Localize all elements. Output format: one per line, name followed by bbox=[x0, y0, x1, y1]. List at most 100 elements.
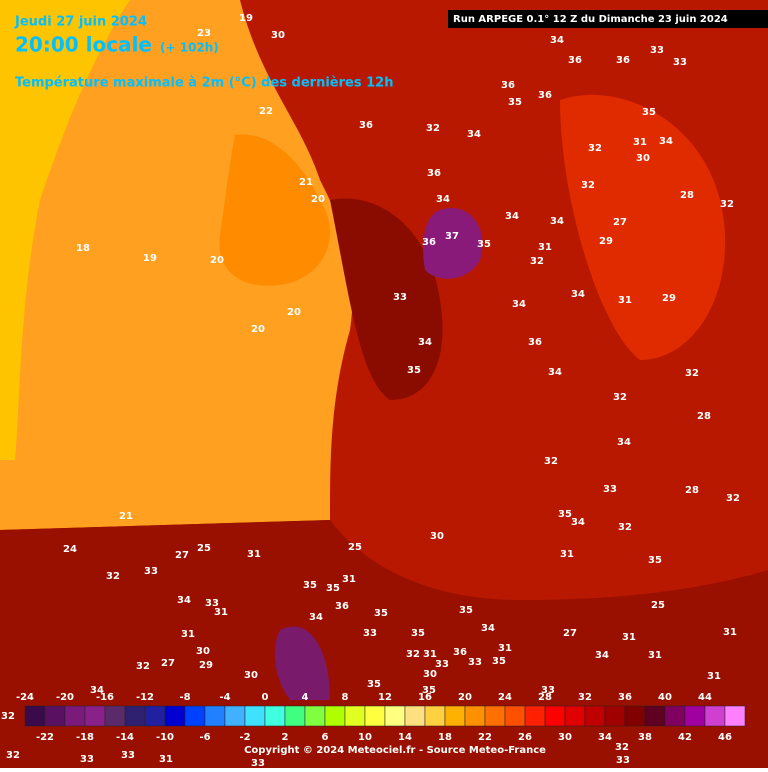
scale-swatch bbox=[64, 705, 86, 727]
temperature-label: 32 bbox=[726, 493, 740, 504]
temperature-label: 30 bbox=[423, 669, 437, 680]
scale-swatch bbox=[704, 705, 726, 727]
temperature-label: 32 bbox=[6, 750, 20, 761]
scale-swatch bbox=[644, 705, 666, 727]
scale-swatch bbox=[304, 705, 326, 727]
temperature-label: 35 bbox=[648, 555, 662, 566]
scale-label: 4 bbox=[302, 692, 309, 703]
temperature-label: 32 bbox=[615, 742, 629, 753]
scale-label: 28 bbox=[538, 692, 552, 703]
temperature-label: 34 bbox=[418, 337, 432, 348]
temperature-label: 35 bbox=[477, 239, 491, 250]
scale-swatch bbox=[264, 705, 286, 727]
temperature-label: 32 bbox=[106, 571, 120, 582]
temperature-label: 28 bbox=[697, 411, 711, 422]
temperature-label: 35 bbox=[303, 580, 317, 591]
temperature-label: 30 bbox=[430, 531, 444, 542]
scale-label: 32 bbox=[578, 692, 592, 703]
scale-swatch bbox=[324, 705, 346, 727]
scale-label: 30 bbox=[558, 732, 572, 743]
temperature-label: 35 bbox=[459, 605, 473, 616]
hottest-zone-south bbox=[274, 626, 330, 700]
temperature-label: 31 bbox=[423, 649, 437, 660]
temperature-label: 35 bbox=[407, 365, 421, 376]
scale-swatch bbox=[344, 705, 366, 727]
scale-label: 38 bbox=[638, 732, 652, 743]
sea-cool-area bbox=[0, 0, 130, 460]
temperature-label: 37 bbox=[445, 231, 459, 242]
scale-swatch bbox=[444, 705, 466, 727]
sea-area bbox=[0, 0, 353, 530]
sea-warm-area bbox=[219, 134, 331, 286]
temperature-label: 34 bbox=[436, 194, 450, 205]
scale-label: -22 bbox=[36, 732, 54, 743]
scale-swatch bbox=[564, 705, 586, 727]
temperature-label: 36 bbox=[568, 55, 582, 66]
temperature-label: 33 bbox=[144, 566, 158, 577]
temperature-label: 25 bbox=[348, 542, 362, 553]
temperature-label: 32 bbox=[1, 711, 15, 722]
temperature-label: 34 bbox=[90, 685, 104, 696]
scale-swatch bbox=[524, 705, 546, 727]
scale-swatch bbox=[724, 705, 746, 727]
temperature-label: 35 bbox=[508, 97, 522, 108]
cooler-zone bbox=[560, 94, 726, 360]
temperature-label: 34 bbox=[505, 211, 519, 222]
temperature-label: 25 bbox=[651, 600, 665, 611]
temperature-label: 30 bbox=[271, 30, 285, 41]
temperature-label: 30 bbox=[196, 646, 210, 657]
temperature-label: 33 bbox=[541, 685, 555, 696]
temperature-label: 36 bbox=[359, 120, 373, 131]
temperature-label: 27 bbox=[161, 658, 175, 669]
scale-label: 36 bbox=[618, 692, 632, 703]
scale-label: 12 bbox=[378, 692, 392, 703]
temperature-label: 31 bbox=[214, 607, 228, 618]
temperature-label: 28 bbox=[680, 190, 694, 201]
scale-label: -14 bbox=[116, 732, 134, 743]
temperature-label: 29 bbox=[662, 293, 676, 304]
temperature-label: 31 bbox=[247, 549, 261, 560]
scale-label: -6 bbox=[199, 732, 210, 743]
temperature-label: 31 bbox=[648, 650, 662, 661]
temperature-label: 35 bbox=[411, 628, 425, 639]
temperature-label: 27 bbox=[563, 628, 577, 639]
temperature-label: 32 bbox=[136, 661, 150, 672]
scale-swatch bbox=[164, 705, 186, 727]
scale-label: 22 bbox=[478, 732, 492, 743]
temperature-label: 35 bbox=[492, 656, 506, 667]
temperature-label: 36 bbox=[453, 647, 467, 658]
temperature-label: 34 bbox=[595, 650, 609, 661]
temperature-label: 32 bbox=[685, 368, 699, 379]
temperature-label: 35 bbox=[326, 583, 340, 594]
temperature-label: 31 bbox=[498, 643, 512, 654]
temperature-label: 31 bbox=[560, 549, 574, 560]
scale-swatch bbox=[404, 705, 426, 727]
temperature-label: 34 bbox=[309, 612, 323, 623]
temperature-label: 27 bbox=[613, 217, 627, 228]
temperature-label: 33 bbox=[435, 659, 449, 670]
lead-label: (+ 102h) bbox=[160, 41, 219, 55]
temperature-label: 33 bbox=[205, 598, 219, 609]
scale-label: 10 bbox=[358, 732, 372, 743]
temperature-label: 20 bbox=[287, 307, 301, 318]
temperature-label: 31 bbox=[538, 242, 552, 253]
scale-swatch bbox=[584, 705, 606, 727]
scale-swatch bbox=[484, 705, 506, 727]
temperature-label: 31 bbox=[622, 632, 636, 643]
scale-swatch bbox=[244, 705, 266, 727]
temperature-label: 35 bbox=[642, 107, 656, 118]
scale-label: -4 bbox=[219, 692, 230, 703]
date-label: Jeudi 27 juin 2024 bbox=[14, 15, 147, 30]
temperature-label: 31 bbox=[618, 295, 632, 306]
temperature-label: 32 bbox=[530, 256, 544, 267]
temperature-label: 31 bbox=[633, 137, 647, 148]
temperature-label: 22 bbox=[259, 106, 273, 117]
scale-swatch bbox=[544, 705, 566, 727]
temperature-label: 29 bbox=[199, 660, 213, 671]
temperature-label: 33 bbox=[673, 57, 687, 68]
scale-swatch bbox=[464, 705, 486, 727]
scale-label: -8 bbox=[179, 692, 190, 703]
temperature-label: 35 bbox=[367, 679, 381, 690]
scale-label: -10 bbox=[156, 732, 174, 743]
